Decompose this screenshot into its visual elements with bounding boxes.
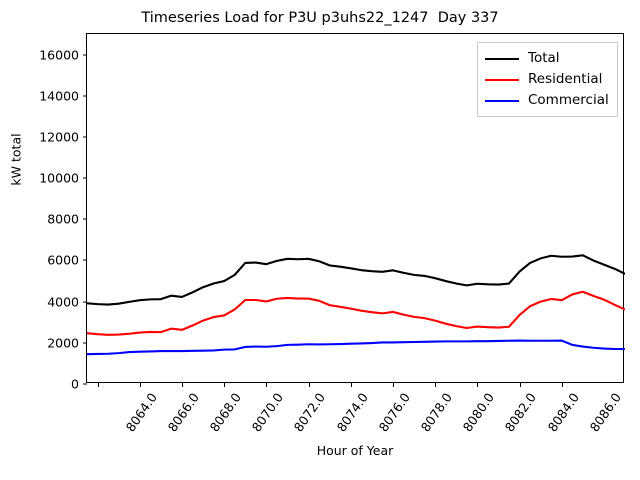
x-axis-tick-mark [561,382,563,387]
y-axis-tick-label: 12000 [39,129,79,145]
x-axis-tick-label: 8064.0 [122,390,160,435]
x-axis-tick-label: 8066.0 [164,390,202,435]
chart-title: Timeseries Load for P3U p3uhs22_1247 Day… [141,10,499,26]
x-axis-tick-mark [519,382,521,387]
legend-color-swatch [485,57,519,60]
plot-lines [87,254,625,356]
legend-color-swatch [485,99,519,102]
x-axis-tick-label: 8080.0 [459,390,498,435]
y-axis-label: kW total [8,133,24,186]
x-axis-tick-mark [266,382,268,387]
series-line-commercial [87,339,625,356]
y-axis-tick-label: 4000 [47,294,79,310]
y-axis-tick-mark [82,301,87,303]
x-axis-tick-mark [181,382,183,387]
x-axis-tick-mark [350,382,352,387]
legend-item-label: Commercial [528,91,609,108]
x-axis-tick-mark [477,382,479,387]
x-axis-tick-label: 8078.0 [417,390,455,435]
chart-legend: Total Residential Commercial [477,42,618,117]
y-axis-tick-mark [82,95,87,97]
y-axis-tick-mark [82,342,87,344]
y-axis-tick-mark [82,54,87,56]
y-axis-tick-mark [82,136,87,138]
y-axis-tick-label: 16000 [39,47,79,63]
x-axis-tick-mark [139,382,141,387]
legend-item-label: Total [528,49,560,66]
y-axis-tick-mark [82,383,87,385]
x-axis-tick-label: 8070.0 [248,390,287,435]
x-axis-tick-label: 8082.0 [501,390,540,435]
x-axis-tick-label: 8086.0 [586,390,624,435]
x-axis-tick-label: 8084.0 [544,390,582,435]
x-axis-tick-mark [435,382,437,387]
x-axis-tick-mark [308,382,310,387]
x-axis-tick-mark [97,382,99,387]
x-axis-tick-label: 8076.0 [375,390,413,435]
legend-item: Commercial [485,90,609,111]
x-axis-tick-mark [224,382,226,387]
y-axis-tick-label: 6000 [47,252,79,268]
series-line-total [87,254,625,306]
x-axis-tick-label: 8074.0 [333,390,371,435]
legend-item-label: Residential [528,70,603,87]
y-axis-tick-mark [82,177,87,179]
y-axis-tick-mark [82,218,87,220]
x-axis-tick-label: 8072.0 [290,390,329,435]
y-axis-tick-label: 2000 [47,335,79,351]
x-axis-tick-label: 8068.0 [206,390,244,435]
y-axis-tick-label: 14000 [39,88,79,104]
series-line-residential [87,290,625,336]
legend-color-swatch [485,78,519,81]
y-axis-tick-label: 0 [71,376,79,392]
legend-item: Residential [485,69,609,90]
y-axis-tick-label: 8000 [47,211,79,227]
x-axis-tick-mark [392,382,394,387]
x-axis-label: Hour of Year [316,443,394,458]
legend-item: Total [485,48,609,69]
y-axis-tick-label: 10000 [39,170,79,186]
y-axis-tick-mark [82,259,87,261]
